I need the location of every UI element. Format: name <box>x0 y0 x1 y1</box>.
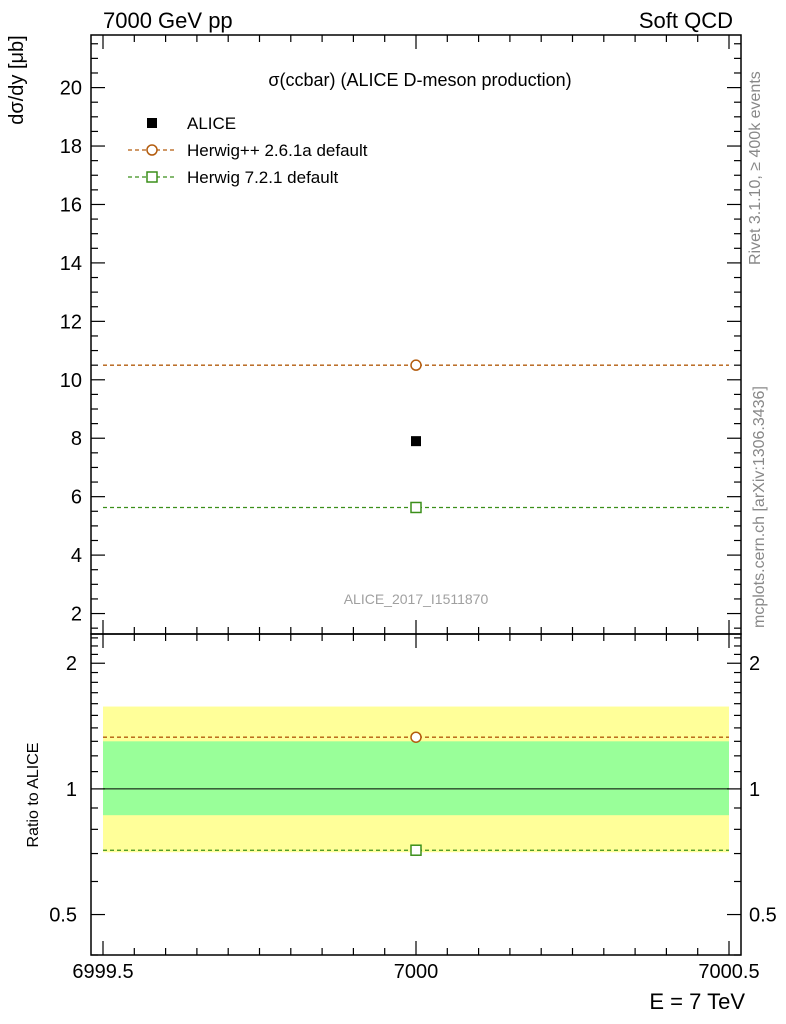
model-lines <box>103 364 729 851</box>
x-tick-label: 6999.5 <box>72 961 133 983</box>
y-tick-label: 6 <box>71 487 82 509</box>
y-tick-label: 4 <box>71 545 82 567</box>
y-tick-label: 8 <box>71 428 82 450</box>
herwigpp-marker-main <box>410 359 422 371</box>
axis-ticks <box>91 35 741 956</box>
ratio-tick-label-right: 0.5 <box>749 905 777 927</box>
herwigpp-marker-ratio <box>410 731 422 743</box>
ratio-band-inner <box>103 741 729 816</box>
legend-entry-label: ALICE <box>187 114 236 133</box>
watermark-label: ALICE_2017_I1511870 <box>344 591 489 607</box>
y-tick-label: 16 <box>60 194 82 216</box>
y-tick-label: 20 <box>60 78 82 100</box>
y-axis-label-ratio: Ratio to ALICE <box>25 743 42 848</box>
legend: ALICE Herwig++ 2.6.1a default Herwig 7.2.1… <box>128 114 368 187</box>
ratio-uncertainty-bands <box>103 706 729 853</box>
legend-alice-marker <box>147 118 157 128</box>
y-tick-label: 2 <box>71 604 82 626</box>
y-tick-label: 12 <box>60 311 82 333</box>
header-right-label: Soft QCD <box>639 8 733 33</box>
y-tick-label: 14 <box>60 253 82 275</box>
ratio-tick-label-left: 2 <box>66 653 77 675</box>
ratio-tick-label-right: 1 <box>749 779 760 801</box>
legend-herwigpp-marker <box>146 144 158 156</box>
header-left-label: 7000 GeV pp <box>103 8 233 33</box>
legend-herwig7-marker <box>146 171 158 183</box>
herwig7-marker-main <box>410 501 422 514</box>
rivet-version-label: Rivet 3.1.10, ≥ 400k events <box>747 71 764 265</box>
ratio-tick-label-right: 2 <box>749 653 760 675</box>
herwig7-marker-ratio <box>410 844 422 856</box>
ratio-tick-label-left: 1 <box>66 779 77 801</box>
y-tick-label: 10 <box>60 370 82 392</box>
mcplots-label: mcplots.cern.ch [arXiv:1306.3436] <box>751 386 768 628</box>
chart-title: σ(ccbar) (ALICE D-meson production) <box>268 70 571 90</box>
legend-entry-label: Herwig 7.2.1 default <box>187 168 338 187</box>
x-axis-label: E = 7 TeV <box>649 989 745 1014</box>
x-tick-label: 7000.5 <box>698 961 759 983</box>
data-markers <box>410 359 422 856</box>
y-axis-label-main: dσ/dy [μb] <box>6 35 28 124</box>
ratio-tick-label-left: 0.5 <box>49 905 77 927</box>
y-tick-label: 18 <box>60 136 82 158</box>
legend-entry-label: Herwig++ 2.6.1a default <box>187 141 368 160</box>
x-tick-label: 7000 <box>394 961 439 983</box>
alice-data-marker <box>411 436 421 447</box>
